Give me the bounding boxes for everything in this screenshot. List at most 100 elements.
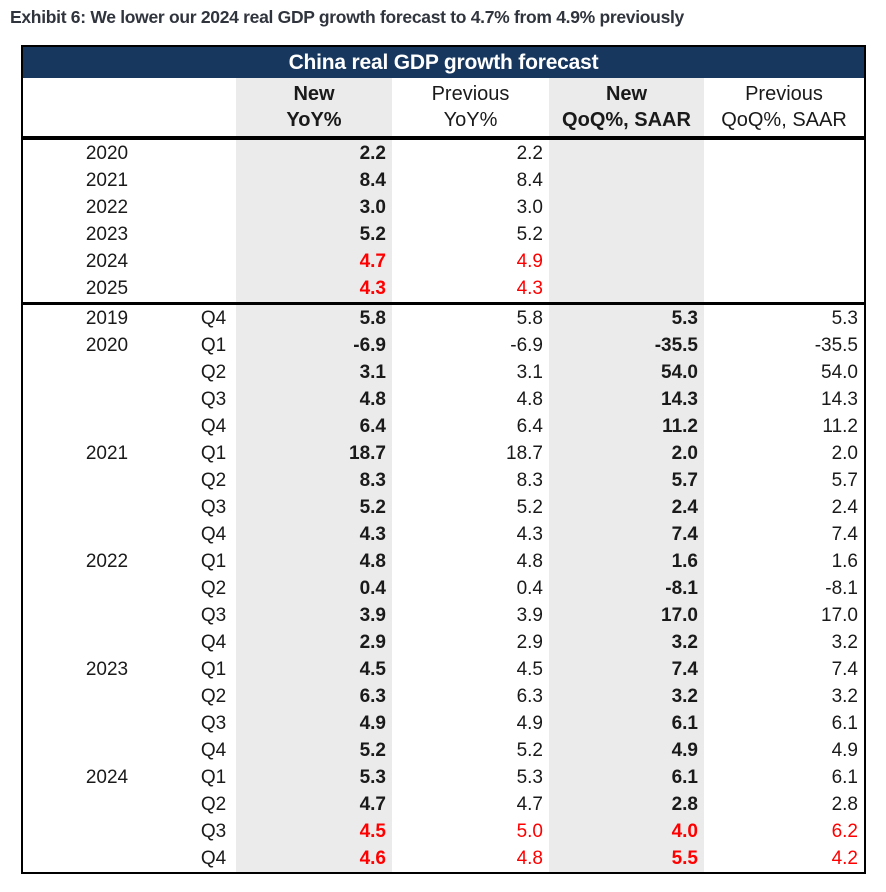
new-qoq-cell: 7.4 — [549, 521, 704, 548]
year-cell: 2020 — [85, 335, 129, 356]
prev-yoy-cell: 5.2 — [516, 497, 543, 518]
prev-yoy-cell: 3.9 — [516, 605, 543, 626]
prev-yoy-cell: 3.0 — [516, 197, 543, 218]
prev-yoy-cell: 4.9 — [516, 251, 543, 272]
prev-qoq-cell — [704, 194, 864, 221]
new-qoq-cell: 2.0 — [549, 440, 704, 467]
prev-qoq-cell: -8.1 — [825, 578, 858, 599]
new-qoq-cell: 14.3 — [549, 386, 704, 413]
prev-yoy-cell: 8.3 — [516, 470, 543, 491]
prev-yoy-cell: 4.3 — [516, 278, 543, 299]
col-header-line2: YoY% — [443, 109, 498, 131]
table-row: 2019 Q4 5.8 5.8 5.3 5.3 — [23, 302, 864, 332]
prev-yoy-cell: 4.9 — [516, 713, 543, 734]
quarter-cell: Q3 — [200, 497, 227, 518]
table-row: Q3 5.2 5.2 2.4 2.4 — [23, 494, 864, 521]
year-cell — [23, 413, 191, 440]
year-cell: 2023 — [85, 224, 129, 245]
col-header-quarter — [191, 78, 236, 140]
prev-qoq-cell: 2.0 — [831, 443, 858, 464]
new-qoq-cell: 2.8 — [549, 791, 704, 818]
new-yoy-cell: 3.9 — [236, 602, 392, 629]
table-row: Q2 4.7 4.7 2.8 2.8 — [23, 791, 864, 818]
year-cell — [23, 818, 191, 845]
year-cell: 2020 — [85, 143, 129, 164]
new-yoy-cell: 4.7 — [236, 248, 392, 275]
table-row: Q4 5.2 5.2 4.9 4.9 — [23, 737, 864, 764]
prev-yoy-cell: 5.8 — [392, 302, 549, 332]
year-cell — [23, 467, 191, 494]
col-header-line1: New — [293, 83, 335, 105]
quarter-cell: Q4 — [200, 416, 227, 437]
quarter-cell: Q2 — [200, 470, 227, 491]
table-row: 2022 3.0 3.0 — [23, 194, 864, 221]
new-qoq-cell: 5.3 — [549, 302, 704, 332]
table-row: 2021 8.4 8.4 — [23, 167, 864, 194]
col-header-line2: YoY% — [286, 109, 342, 131]
quarter-cell: Q4 — [200, 740, 227, 761]
prev-yoy-cell: 5.2 — [516, 224, 543, 245]
new-qoq-cell: 6.1 — [549, 710, 704, 737]
prev-qoq-cell: 7.4 — [831, 524, 858, 545]
year-cell: 2025 — [85, 278, 129, 299]
new-qoq-cell — [549, 167, 704, 194]
new-yoy-cell: -6.9 — [236, 332, 392, 359]
year-cell — [23, 575, 191, 602]
quarter-cell — [191, 221, 236, 248]
table-row: Q2 3.1 3.1 54.0 54.0 — [23, 359, 864, 386]
table-row: Q2 0.4 0.4 -8.1 -8.1 — [23, 575, 864, 602]
col-header-new-yoy: New YoY% — [236, 78, 392, 140]
prev-qoq-cell: 7.4 — [831, 659, 858, 680]
quarter-cell — [191, 275, 236, 304]
gdp-forecast-table: New YoY% Previous YoY% New QoQ%, SAAR Pr… — [23, 78, 864, 872]
prev-yoy-cell: 5.0 — [516, 821, 543, 842]
new-yoy-cell: 18.7 — [236, 440, 392, 467]
table-row: Q3 3.9 3.9 17.0 17.0 — [23, 602, 864, 629]
table-row: 2024 4.7 4.9 — [23, 248, 864, 275]
new-yoy-cell: 4.8 — [236, 548, 392, 575]
new-yoy-cell: 4.8 — [236, 386, 392, 413]
prev-yoy-cell: 0.4 — [516, 578, 543, 599]
table-row: Q4 2.9 2.9 3.2 3.2 — [23, 629, 864, 656]
prev-yoy-cell: 4.8 — [516, 389, 543, 410]
new-yoy-cell: 4.5 — [236, 656, 392, 683]
table-row: 2023 Q1 4.5 4.5 7.4 7.4 — [23, 656, 864, 683]
new-yoy-cell: 5.8 — [236, 302, 392, 332]
prev-qoq-cell: 2.8 — [831, 794, 858, 815]
year-cell — [23, 845, 191, 872]
new-yoy-cell: 5.3 — [236, 764, 392, 791]
table-row: Q4 4.3 4.3 7.4 7.4 — [23, 521, 864, 548]
year-cell — [23, 359, 191, 386]
year-cell — [23, 791, 191, 818]
table-row: 2022 Q1 4.8 4.8 1.6 1.6 — [23, 548, 864, 575]
year-cell: 2022 — [85, 551, 129, 572]
prev-qoq-cell: 4.9 — [831, 740, 858, 761]
year-cell: 2022 — [85, 197, 129, 218]
prev-yoy-cell: 2.2 — [516, 143, 543, 164]
table-row: Q3 4.8 4.8 14.3 14.3 — [23, 386, 864, 413]
year-cell — [23, 629, 191, 656]
quarter-cell — [191, 138, 236, 167]
prev-qoq-cell: 5.3 — [704, 302, 864, 332]
prev-qoq-cell — [704, 221, 864, 248]
new-qoq-cell: 17.0 — [549, 602, 704, 629]
quarter-cell: Q3 — [200, 605, 227, 626]
new-yoy-cell: 4.3 — [236, 275, 392, 304]
prev-yoy-cell: 5.2 — [516, 740, 543, 761]
prev-yoy-cell: 6.3 — [516, 686, 543, 707]
table-row: 2021 Q1 18.7 18.7 2.0 2.0 — [23, 440, 864, 467]
table-row: Q4 6.4 6.4 11.2 11.2 — [23, 413, 864, 440]
year-cell — [23, 494, 191, 521]
year-cell: 2024 — [85, 767, 129, 788]
year-cell — [23, 521, 191, 548]
new-qoq-cell — [549, 275, 704, 304]
prev-qoq-cell: 17.0 — [821, 605, 858, 626]
year-cell: 2021 — [85, 170, 129, 191]
new-yoy-cell: 4.6 — [236, 845, 392, 872]
new-yoy-cell: 6.4 — [236, 413, 392, 440]
new-qoq-cell: -35.5 — [549, 332, 704, 359]
quarter-cell: Q1 — [200, 335, 227, 356]
col-header-year — [23, 78, 191, 140]
quarter-cell: Q3 — [200, 821, 227, 842]
